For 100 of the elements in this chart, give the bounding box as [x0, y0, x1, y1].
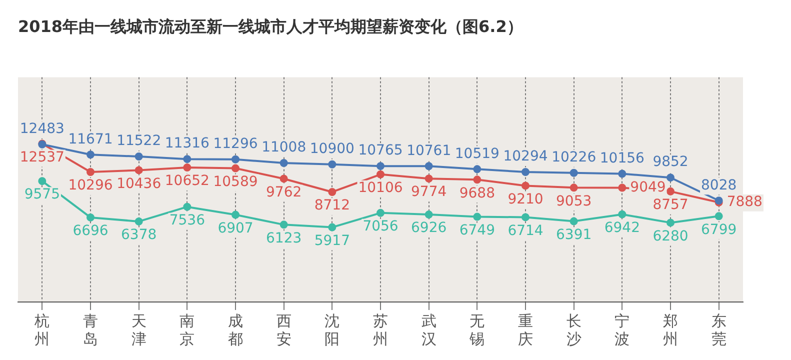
data-label: 9053	[556, 193, 592, 210]
data-label: 6391	[556, 226, 592, 243]
x-tick-label: 南京	[180, 312, 195, 348]
data-label: 7888	[726, 194, 762, 210]
x-tick-label: 成都	[228, 312, 243, 348]
data-label: 10156	[600, 150, 645, 166]
data-label: 5917	[314, 232, 350, 249]
point	[86, 150, 94, 159]
x-tick-label: 西安	[276, 312, 292, 348]
data-label: 8028	[701, 177, 737, 194]
data-label: 10900	[310, 141, 354, 157]
x-tick-label: 宁波	[614, 312, 630, 348]
point	[714, 212, 723, 220]
data-label: 6378	[121, 227, 157, 244]
data-label: 9210	[508, 191, 544, 208]
point	[232, 155, 240, 164]
point	[522, 168, 530, 176]
data-label: 11008	[262, 140, 306, 156]
data-label: 10761	[406, 142, 452, 159]
x-tick-label: 重庆	[518, 312, 533, 348]
data-label: 10296	[68, 178, 113, 194]
point	[376, 208, 384, 217]
point	[232, 164, 240, 172]
point	[473, 212, 482, 221]
data-label: 11316	[164, 136, 210, 152]
point	[522, 182, 530, 190]
point	[618, 210, 626, 218]
x-tick-label: 沈阳	[324, 312, 340, 348]
point	[183, 202, 192, 211]
data-label: 10436	[116, 176, 162, 192]
data-label: 9774	[411, 184, 447, 200]
x-tick-label: 长沙	[566, 312, 582, 348]
point	[570, 184, 578, 192]
data-label: 12483	[20, 121, 64, 138]
data-label: 10589	[213, 174, 258, 190]
data-label: 10652	[164, 173, 210, 190]
data-label: 11296	[213, 136, 258, 152]
data-label: 6696	[72, 223, 108, 240]
data-label: 6799	[701, 222, 737, 238]
point	[473, 176, 482, 184]
point	[38, 177, 46, 186]
data-label: 9575	[24, 186, 60, 203]
data-label: 6714	[508, 222, 544, 239]
data-label: 11671	[68, 131, 113, 148]
data-label: 6942	[604, 220, 640, 236]
point	[570, 217, 578, 226]
point	[424, 210, 433, 219]
point	[86, 213, 94, 222]
data-label: 10106	[358, 180, 403, 196]
data-label: 6907	[218, 220, 254, 236]
data-label: 8757	[652, 197, 688, 214]
point	[134, 217, 143, 226]
point	[328, 188, 336, 196]
x-tick-label: 武汉	[421, 312, 436, 348]
x-tick-label: 东莞	[711, 312, 726, 348]
chart-title: 2018年由一线城市流动至新一线城市人才平均期望薪资变化（图6.2）	[18, 16, 523, 36]
data-label: 9852	[652, 154, 688, 170]
x-tick-label: 天津	[131, 312, 146, 348]
data-label: 9688	[459, 185, 495, 202]
point	[376, 162, 384, 170]
point	[570, 168, 578, 177]
data-label: 10294	[503, 148, 548, 165]
point	[134, 166, 143, 174]
data-label: 11522	[116, 133, 162, 150]
x-tick-label: 郑州	[663, 312, 678, 348]
data-label: 10765	[358, 142, 403, 159]
data-label: 12537	[20, 149, 64, 166]
data-label: 9049	[630, 179, 666, 196]
data-label: 6749	[459, 222, 495, 238]
point	[424, 174, 433, 183]
point	[183, 155, 192, 164]
data-label: 6926	[411, 220, 447, 236]
data-label: 10519	[454, 146, 500, 162]
point	[280, 159, 288, 167]
point	[666, 174, 674, 182]
point	[328, 223, 336, 232]
point	[134, 152, 143, 161]
point	[280, 220, 288, 229]
data-label: 9762	[266, 184, 302, 200]
point	[183, 163, 192, 172]
x-tick-label: 杭州	[34, 312, 50, 348]
point	[666, 218, 674, 227]
point	[232, 210, 240, 219]
point	[618, 184, 626, 192]
point	[328, 160, 336, 168]
x-tick-label: 苏州	[373, 312, 388, 348]
point	[376, 170, 384, 178]
point	[473, 165, 482, 174]
point	[666, 187, 674, 196]
x-tick-label: 无锡	[468, 312, 485, 348]
data-label: 8712	[314, 198, 350, 214]
point	[86, 168, 94, 176]
point	[424, 162, 433, 170]
data-label: 7536	[169, 212, 206, 228]
point	[280, 174, 288, 183]
data-label: 6280	[652, 228, 688, 244]
point	[522, 213, 530, 222]
point	[618, 170, 626, 178]
data-label: 10226	[552, 150, 596, 166]
data-label: 6123	[266, 230, 302, 246]
